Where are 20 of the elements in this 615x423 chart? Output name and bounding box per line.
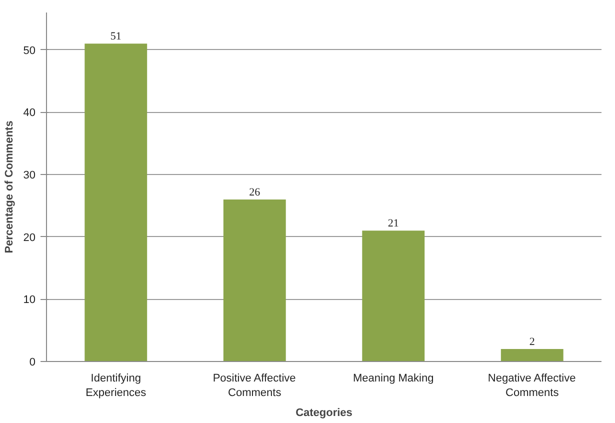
data-label: 26	[249, 186, 261, 198]
y-tick-label: 40	[23, 107, 36, 120]
x-axis-title: Categories	[296, 406, 352, 419]
y-tick-label: 20	[23, 232, 36, 244]
y-axis-title: Percentage of Comments	[3, 120, 16, 254]
y-tick-label: 50	[23, 44, 36, 57]
data-label: 51	[110, 30, 122, 43]
x-tick-label: Meaning Making	[353, 372, 434, 384]
x-tick-label: Positive Affective Comments	[212, 372, 296, 399]
data-label: 21	[388, 218, 399, 230]
bar	[362, 230, 425, 362]
data-label: 2	[529, 336, 535, 348]
bar	[223, 199, 286, 362]
y-tick-label: 0	[29, 356, 36, 368]
x-tick-label: Identifying Experiences	[86, 372, 147, 399]
y-tick-label: 10	[23, 294, 36, 306]
x-tick-label: Negative Affective Comments	[488, 372, 576, 399]
bar	[84, 44, 148, 362]
bar	[500, 349, 564, 362]
y-tick-label: 30	[23, 170, 36, 182]
